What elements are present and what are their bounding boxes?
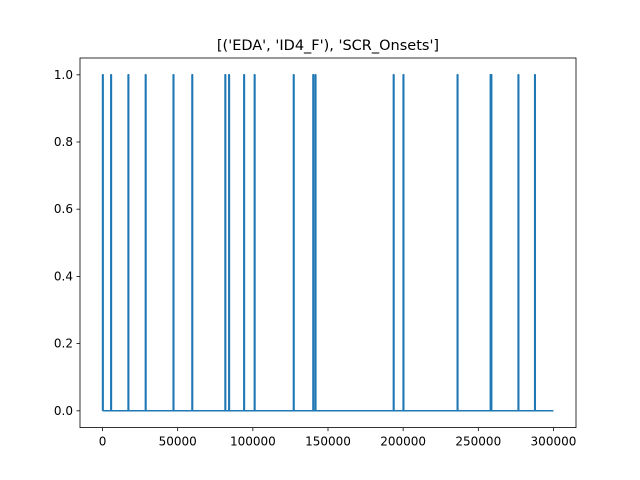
x-tick-label: 50000 [159,435,197,449]
y-tick-label: 0.4 [54,269,73,283]
series-line-scr-onsets [101,74,554,412]
plot-frame [79,57,577,429]
y-tick-label: 0.8 [54,135,73,149]
x-tick-label: 150000 [305,435,351,449]
x-tick-label: 0 [99,435,107,449]
y-tick-label: 1.0 [54,68,73,82]
plot-area [80,58,576,428]
x-tick-label: 100000 [230,435,276,449]
y-tick-label: 0.0 [54,404,73,418]
x-tick-label: 250000 [455,435,501,449]
y-axis-ticks: 0.0 0.2 0.4 0.6 0.8 1.0 [54,68,80,418]
chart-title: [('EDA', 'ID4_F'), 'SCR_Onsets'] [217,38,439,54]
y-tick-label: 0.6 [54,202,73,216]
x-tick-label: 200000 [380,435,426,449]
y-tick-label: 0.2 [54,337,73,351]
x-tick-label: 300000 [531,435,577,449]
x-axis-ticks: 0 50000 100000 150000 200000 250000 300000 [99,427,577,449]
